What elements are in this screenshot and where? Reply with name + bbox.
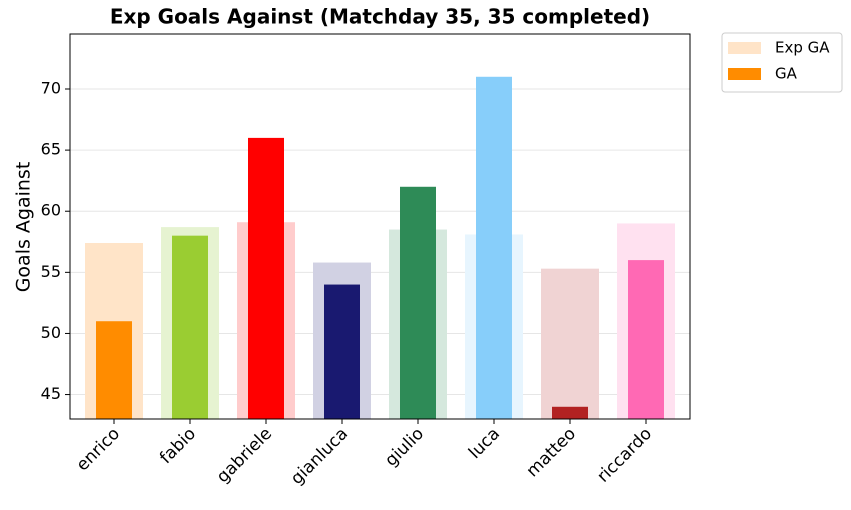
chart-title: Exp Goals Against (Matchday 35, 35 compl… bbox=[110, 5, 650, 29]
bar bbox=[172, 235, 208, 419]
legend-label: Exp GA bbox=[775, 39, 830, 57]
bar bbox=[476, 76, 512, 420]
legend-swatch bbox=[728, 68, 761, 80]
y-tick-label: 45 bbox=[41, 384, 61, 403]
x-tick-label: gianluca bbox=[287, 424, 352, 489]
legend-swatch bbox=[728, 42, 761, 54]
plot-frame bbox=[69, 33, 691, 420]
legend-label: GA bbox=[775, 65, 798, 83]
x-tick-label: matteo bbox=[523, 424, 580, 481]
x-tick-label: enrico bbox=[73, 424, 124, 475]
bar bbox=[552, 406, 588, 419]
x-tick-label: riccardo bbox=[593, 424, 656, 487]
bar bbox=[324, 284, 360, 419]
y-tick-label: 55 bbox=[41, 262, 61, 281]
bar bbox=[96, 321, 132, 419]
x-tick-label: giulio bbox=[381, 424, 428, 471]
y-tick-label: 60 bbox=[41, 201, 61, 220]
bar bbox=[628, 260, 664, 419]
x-tick-label: luca bbox=[465, 424, 504, 463]
bar bbox=[400, 186, 436, 419]
y-tick-label: 50 bbox=[41, 323, 61, 342]
bar bbox=[248, 137, 284, 419]
y-axis-label: Goals Against bbox=[13, 162, 35, 293]
x-tick-label: gabriele bbox=[213, 424, 276, 487]
y-tick-label: 70 bbox=[41, 79, 61, 98]
x-tick-label: fabio bbox=[156, 424, 200, 468]
y-tick-label: 65 bbox=[41, 140, 61, 159]
legend: Exp GA GA bbox=[721, 32, 843, 93]
bar bbox=[541, 268, 599, 419]
